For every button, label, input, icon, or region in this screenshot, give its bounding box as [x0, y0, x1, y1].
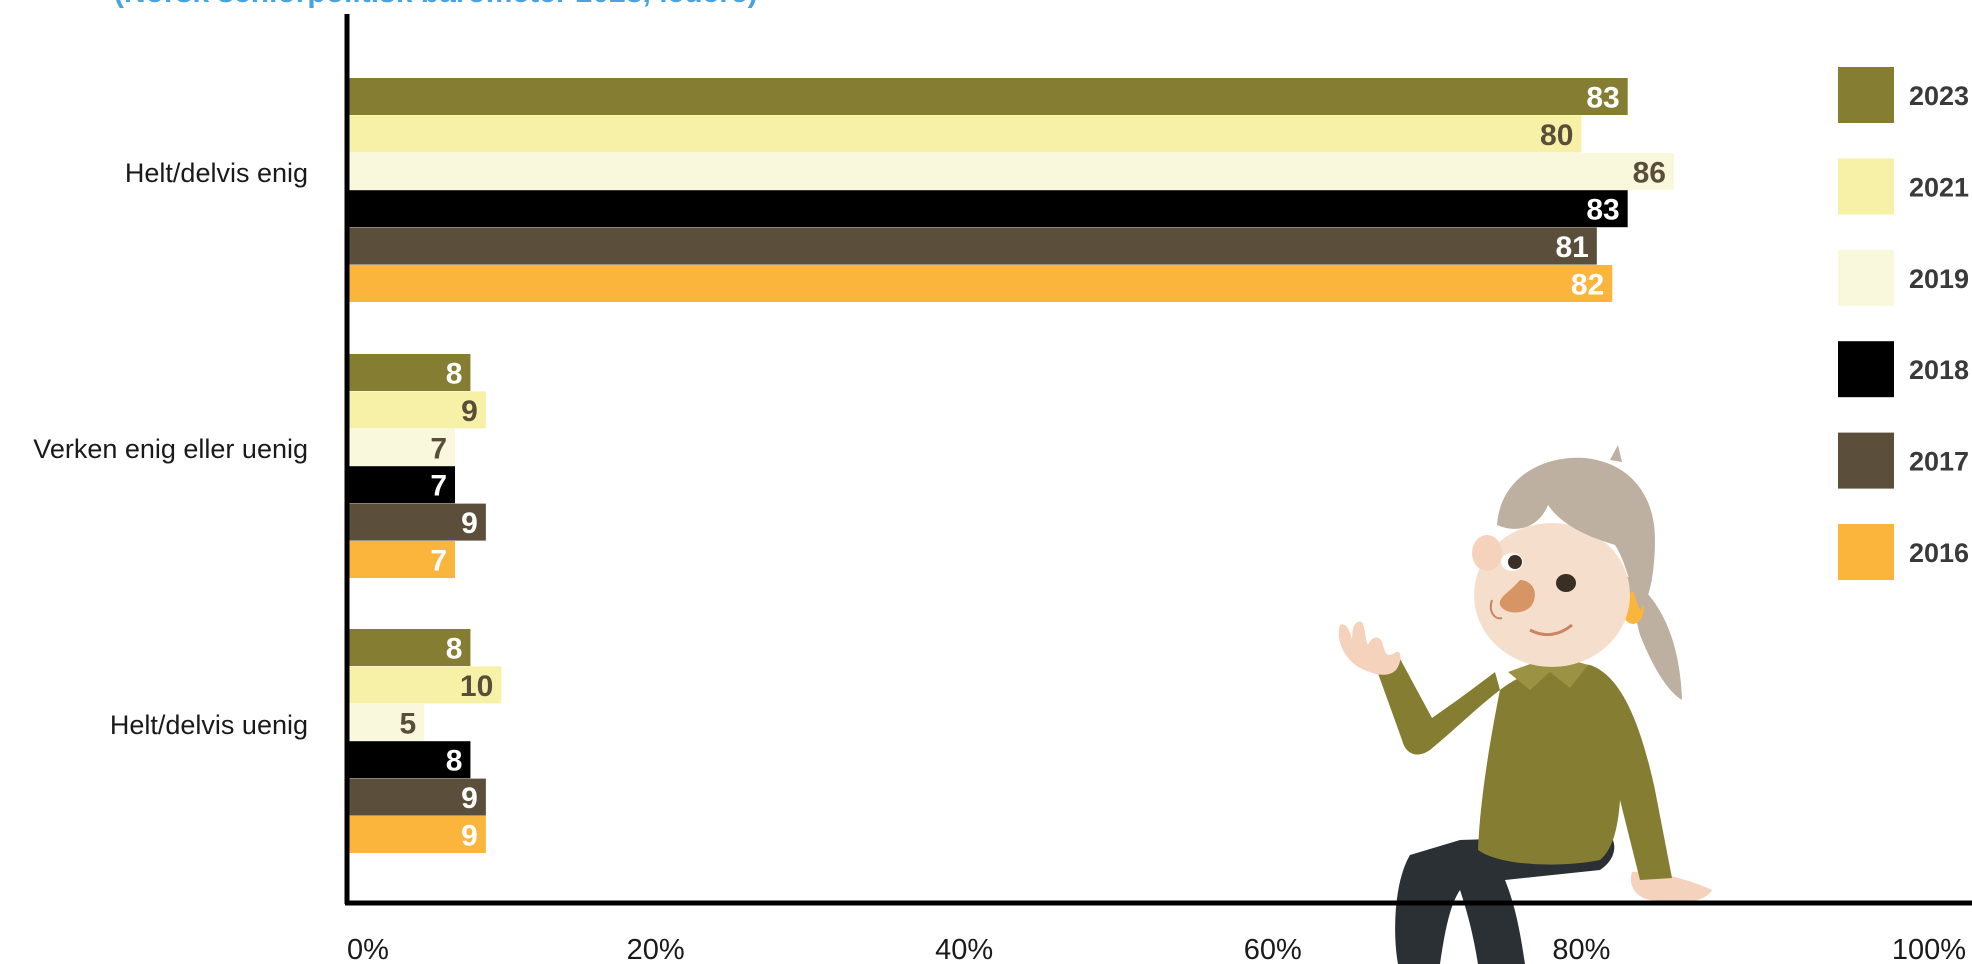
bar-helt-delvis-enig-2017 [347, 227, 1597, 265]
category-label-helt-delvis-uenig: Helt/delvis uenig [110, 710, 308, 740]
legend-label-2021: 2021 [1909, 172, 1969, 202]
value-label-helt-delvis-uenig-2016: 9 [461, 820, 478, 853]
value-label-helt-delvis-uenig-2018: 8 [446, 745, 463, 778]
legend-swatch-2018 [1838, 341, 1894, 398]
x-axis-ticks: 0% 20% 40% 60% 80% 100% [347, 934, 1966, 964]
legend-label-2018: 2018 [1909, 355, 1969, 385]
value-label-helt-delvis-uenig-2021: 10 [460, 670, 493, 703]
bar-verken-enig-eller-uenig-2018 [347, 466, 456, 504]
value-label-helt-delvis-uenig-2023: 8 [446, 633, 463, 666]
value-label-helt-delvis-enig-2018: 83 [1586, 194, 1619, 227]
bar-helt-delvis-uenig-2023 [347, 629, 471, 666]
bar-verken-enig-eller-uenig-2016 [347, 541, 456, 578]
legend-swatch-2023 [1838, 67, 1894, 123]
chart-subtitle: (Norsk seniorpolitisk barometer 2023, le… [114, 0, 758, 9]
value-label-verken-enig-eller-uenig-2021: 9 [461, 395, 478, 428]
x-tick-label-60: 60% [1244, 934, 1302, 964]
bar-helt-delvis-enig-2019 [347, 152, 1674, 190]
bar-helt-delvis-enig-2018 [347, 190, 1628, 228]
bar-verken-enig-eller-uenig-2023 [347, 354, 471, 391]
value-label-helt-delvis-uenig-2019: 5 [399, 707, 416, 740]
value-label-helt-delvis-enig-2019: 86 [1633, 156, 1666, 189]
legend-swatch-2017 [1838, 432, 1894, 489]
bar-verken-enig-eller-uenig-2019 [347, 428, 456, 466]
value-label-verken-enig-eller-uenig-2018: 7 [430, 470, 447, 503]
x-tick-label-20: 20% [627, 934, 685, 964]
bar-helt-delvis-enig-2016 [347, 265, 1613, 302]
x-tick-label-0: 0% [347, 934, 389, 964]
legend-label-2016: 2016 [1909, 538, 1969, 568]
bar-helt-delvis-uenig-2017 [347, 778, 486, 816]
bar-helt-delvis-uenig-2019 [347, 703, 425, 741]
bar-helt-delvis-uenig-2016 [347, 816, 486, 853]
bar-helt-delvis-uenig-2018 [347, 741, 471, 779]
value-label-helt-delvis-enig-2016: 82 [1571, 269, 1604, 302]
x-tick-label-40: 40% [935, 934, 993, 964]
mascot-illustration [1338, 445, 1712, 964]
value-label-helt-delvis-enig-2021: 80 [1540, 119, 1573, 152]
x-tick-label-100: 100% [1892, 934, 1966, 964]
bar-helt-delvis-enig-2021 [347, 115, 1582, 153]
category-label-helt-delvis-enig: Helt/delvis enig [125, 158, 308, 188]
legend: 2023 2021 2019 2018 2017 2016 [1838, 67, 1969, 580]
legend-swatch-2016 [1838, 524, 1894, 580]
bar-verken-enig-eller-uenig-2021 [347, 391, 486, 429]
legend-label-2017: 2017 [1909, 447, 1969, 477]
value-label-helt-delvis-enig-2017: 81 [1555, 231, 1588, 264]
bar-helt-delvis-enig-2023 [347, 78, 1628, 115]
value-label-helt-delvis-enig-2023: 83 [1586, 82, 1619, 115]
x-tick-label-80: 80% [1552, 934, 1610, 964]
legend-label-2023: 2023 [1909, 81, 1969, 111]
bar-verken-enig-eller-uenig-2017 [347, 503, 486, 541]
legend-swatch-2019 [1838, 249, 1894, 306]
value-label-verken-enig-eller-uenig-2017: 9 [461, 507, 478, 540]
value-label-helt-delvis-uenig-2017: 9 [461, 782, 478, 815]
category-labels: Helt/delvis enig Verken enig eller uenig H… [33, 158, 308, 740]
legend-label-2019: 2019 [1909, 264, 1969, 294]
legend-swatch-2021 [1838, 158, 1894, 215]
bar-helt-delvis-uenig-2021 [347, 666, 502, 704]
value-label-verken-enig-eller-uenig-2016: 7 [430, 545, 447, 578]
category-label-verken-enig-eller-uenig: Verken enig eller uenig [33, 434, 308, 464]
value-label-verken-enig-eller-uenig-2019: 7 [430, 432, 447, 465]
value-label-verken-enig-eller-uenig-2023: 8 [446, 358, 463, 391]
